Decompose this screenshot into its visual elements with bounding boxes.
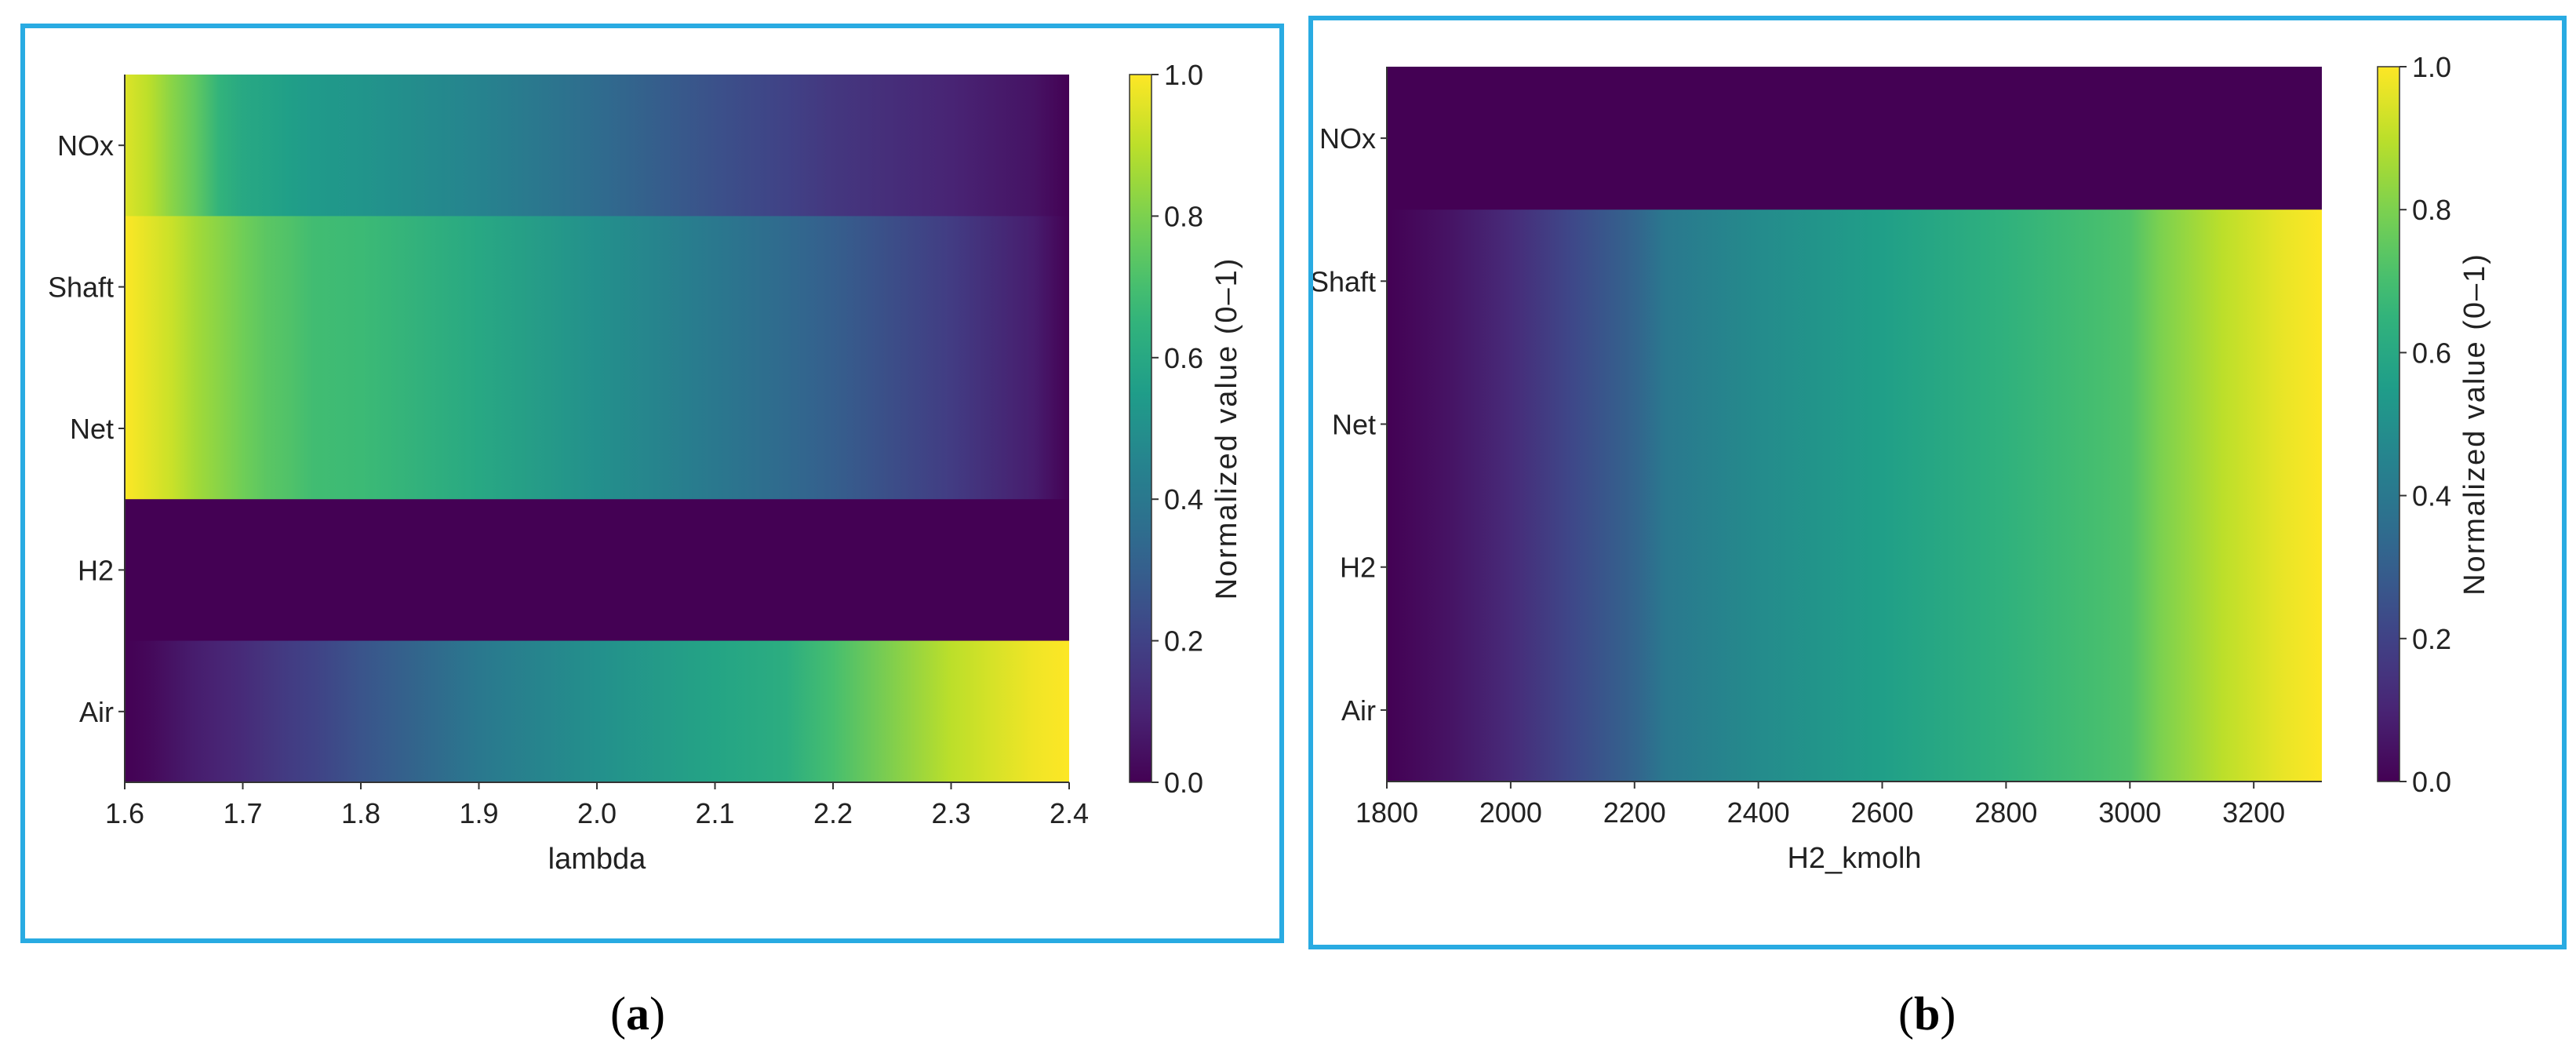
heatmap-row-shaft xyxy=(125,216,1069,359)
y-tick-label-nox: NOx xyxy=(57,129,114,162)
colorbar-tick-label: 0.8 xyxy=(1164,200,1203,232)
colorbar-tick-label: 1.0 xyxy=(1164,59,1203,91)
colorbar-tick-label: 0.6 xyxy=(2412,337,2451,369)
heatmap-chart-b: NOx Shaft Net H2 Air 1800 2000 2200 2400 2600 2800… xyxy=(1313,51,2491,875)
x-tick-label: 3200 xyxy=(2222,796,2285,829)
colorbar-tick-label: 0.2 xyxy=(2412,623,2451,655)
x-tick-label: 2000 xyxy=(1479,796,1542,829)
x-tick-label: 2.2 xyxy=(813,797,853,829)
heatmap-row-net xyxy=(1387,352,2322,497)
colorbar-tick-label: 0.8 xyxy=(2412,194,2451,226)
heatmap-row-air xyxy=(125,640,1069,783)
colorbar-tick-label: 0.6 xyxy=(1164,342,1203,374)
x-tick-label: 2.4 xyxy=(1050,797,1089,829)
y-tick-label-nox: NOx xyxy=(1319,122,1376,155)
y-tick-label-shaft: Shaft xyxy=(1313,265,1376,297)
colorbar-label: Normalized value (0–1) xyxy=(1210,257,1243,600)
caption-b: (b) xyxy=(1898,988,1956,1040)
y-tick-label-net: Net xyxy=(70,413,114,445)
panel-b: NOx Shaft Net H2 Air 1800 2000 2200 2400 2600 2800… xyxy=(1308,16,2567,949)
heatmap-row-shaft xyxy=(1387,210,2322,353)
caption-b-letter: b xyxy=(1913,988,1941,1040)
colorbar-tick-label: 0.0 xyxy=(2412,766,2451,798)
x-tick-label: 2600 xyxy=(1850,796,1913,829)
panel-a: NOx Shaft Net H2 Air 1.6 1.7 1.8 1.9 2.0 2.1 2.2 2.3… xyxy=(20,24,1284,943)
heatmap-row-net xyxy=(125,357,1069,500)
colorbar-tick-label: 0.0 xyxy=(1164,767,1203,799)
colorbar xyxy=(1129,74,1152,783)
x-axis-label: H2_kmolh xyxy=(1787,842,1921,875)
x-tick-label: 1.9 xyxy=(459,797,498,829)
colorbar-label: Normalized value (0–1) xyxy=(2458,253,2491,596)
heatmap-row-h2 xyxy=(1387,495,2322,639)
x-tick-label: 1.6 xyxy=(105,797,144,829)
x-tick-label: 1.8 xyxy=(341,797,380,829)
x-tick-label: 2.3 xyxy=(931,797,970,829)
y-tick-label-air: Air xyxy=(1341,694,1376,727)
caption-a: (a) xyxy=(610,988,665,1040)
x-tick-label: 2.0 xyxy=(577,797,617,829)
x-tick-label: 2800 xyxy=(1974,796,2037,829)
x-tick-label: 2400 xyxy=(1727,796,1790,829)
colorbar-tick-label: 0.4 xyxy=(2412,480,2451,512)
heatmap-row-nox xyxy=(125,75,1069,217)
heatmap-chart-a: NOx Shaft Net H2 Air 1.6 1.7 1.8 1.9 2.0 2.1 2.2 2.3… xyxy=(48,59,1243,876)
colorbar-tick-label: 0.2 xyxy=(1164,625,1203,658)
heatmap-row-nox xyxy=(1387,67,2322,210)
colorbar-tick-label: 1.0 xyxy=(2412,51,2451,83)
heatmap-row-h2 xyxy=(125,499,1069,642)
x-axis-label: lambda xyxy=(548,843,646,876)
y-tick-label-h2: H2 xyxy=(1340,552,1376,584)
colorbar xyxy=(2377,66,2400,782)
x-tick-label: 3000 xyxy=(2098,796,2161,829)
y-tick-label-net: Net xyxy=(1332,409,1376,441)
x-tick-label: 1800 xyxy=(1355,796,1418,829)
x-tick-label: 2200 xyxy=(1603,796,1666,829)
y-tick-label-air: Air xyxy=(79,696,114,728)
x-tick-label: 1.7 xyxy=(223,797,262,829)
colorbar-tick-label: 0.4 xyxy=(1164,483,1203,516)
x-tick-label: 2.1 xyxy=(695,797,734,829)
heatmap-row-air xyxy=(1387,638,2322,782)
y-tick-label-shaft: Shaft xyxy=(48,271,114,304)
caption-a-letter: a xyxy=(625,988,649,1040)
y-tick-label-h2: H2 xyxy=(78,554,114,586)
